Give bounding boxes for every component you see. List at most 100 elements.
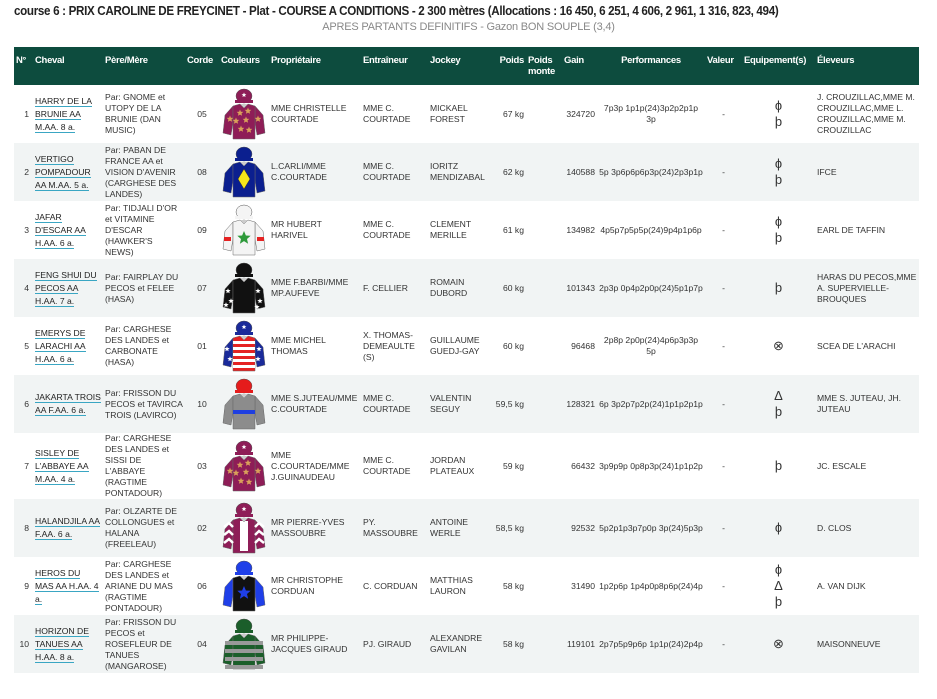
runner-number: 5 xyxy=(24,340,29,351)
horse-link[interactable]: EMERYS DE LARACHI AA H.AA. 6 a. xyxy=(35,327,86,365)
jockey-silks-image xyxy=(221,617,267,671)
column-header-gain[interactable]: Gain xyxy=(564,55,584,66)
breeders: HARAS DU PECOS,MME A. SUPERVIELLE-BROUQU… xyxy=(817,271,917,304)
horse-link[interactable]: FENG SHUI DU PECOS AA H.AA. 7 a. xyxy=(35,269,97,307)
column-header-cheval[interactable]: Cheval xyxy=(35,55,65,66)
jockey-silks-image xyxy=(221,319,267,373)
column-header-valeur[interactable]: Valeur xyxy=(707,55,734,66)
sire-dam: Par: CARGHESE DES LANDES et SISSI DE L'A… xyxy=(105,433,172,498)
silks-cell xyxy=(219,143,269,201)
weight: 58,5 kg xyxy=(495,522,524,533)
thorn-icon: þ xyxy=(774,280,783,295)
column-header-equipements[interactable]: Equipement(s) xyxy=(744,55,807,66)
rating: - xyxy=(722,580,725,591)
draw: 01 xyxy=(197,340,207,351)
horse-link[interactable]: JAFAR D'ESCAR AA H.AA. 6 a. xyxy=(35,211,86,249)
owner: MME MICHEL THOMAS xyxy=(271,335,326,356)
sire-dam: Par: FRISSON DU PECOS et TAVIRCA TROIS (… xyxy=(105,387,183,420)
table-row: 8 HALANDJILA AA F.AA. 6 a. Par: OLZARTE … xyxy=(14,499,919,557)
jockey-silks-image xyxy=(221,203,267,257)
runner-number: 9 xyxy=(24,580,29,591)
weight: 58 kg xyxy=(502,580,524,591)
horse-link[interactable]: VERTIGO POMPADOUR AA M.AA. 5 a. xyxy=(35,153,91,191)
horse-link[interactable]: HARRY DE LA BRUNIE AA M.AA. 8 a. xyxy=(35,95,92,133)
horse-link[interactable]: HEROS DU MAS AA H.AA. 4 a. xyxy=(35,567,99,605)
column-header-poids[interactable]: Poids xyxy=(499,55,525,66)
owner: MR CHRISTOPHE CORDUAN xyxy=(271,575,343,596)
weight-carried xyxy=(526,143,562,201)
breeders: A. VAN DIJK xyxy=(817,580,866,591)
performances: 7p3p 1p1p(24)3p2p2p1p 3p xyxy=(603,103,699,124)
rating: - xyxy=(722,460,725,471)
equipment: ⊗ xyxy=(742,317,815,375)
weight: 59 kg xyxy=(502,460,524,471)
horse-link[interactable]: JAKARTA TROIS AA F.AA. 6 a. xyxy=(35,392,101,416)
draw: 07 xyxy=(197,282,207,293)
circled-x-icon: ⊗ xyxy=(773,636,784,651)
performances: 2p8p 2p0p(24)4p6p3p3p 5p xyxy=(603,335,699,356)
weight-carried xyxy=(526,375,562,433)
owner: MR PIERRE-YVES MASSOUBRE xyxy=(271,517,345,538)
column-header-jockey[interactable]: Jockey xyxy=(430,55,461,66)
silks-cell xyxy=(219,557,269,615)
jockey: ANTOINE WERLE xyxy=(430,517,469,538)
column-header-pere-mere[interactable]: Père/Mère xyxy=(105,55,148,66)
jockey-silks-image xyxy=(221,377,267,431)
table-row: 10 HORIZON DE TANUES AA H.AA. 8 a. Par: … xyxy=(14,615,919,673)
earnings: 66432 xyxy=(571,460,595,471)
table-body: 1 HARRY DE LA BRUNIE AA M.AA. 8 a. Par: … xyxy=(14,85,919,673)
breeders: MAISONNEUVE xyxy=(817,638,881,649)
horse-name-cell: EMERYS DE LARACHI AA H.AA. 6 a. xyxy=(33,317,103,375)
horse-link[interactable]: HORIZON DE TANUES AA H.AA. 8 a. xyxy=(35,625,89,663)
sire-dam: Par: GNOME et UTOPY DE LA BRUNIE (DAN MU… xyxy=(105,92,166,135)
owner: MME CHRISTELLE COURTADE xyxy=(271,103,347,124)
table-row: 2 VERTIGO POMPADOUR AA M.AA. 5 a. Par: P… xyxy=(14,143,919,201)
table-row: 4 FENG SHUI DU PECOS AA H.AA. 7 a. Par: … xyxy=(14,259,919,317)
column-header-entraineur[interactable]: Entraîneur xyxy=(363,55,408,66)
column-header-performances[interactable]: Performances xyxy=(621,55,681,66)
horse-link[interactable]: SISLEY DE L'ABBAYE AA M.AA. 4 a. xyxy=(35,447,89,485)
jockey-silks-image xyxy=(221,87,267,141)
performances: 2p7p5p9p6p 1p1p(24)2p4p xyxy=(599,638,703,649)
draw: 02 xyxy=(197,522,207,533)
breeders: JC. ESCALE xyxy=(817,460,867,471)
column-header-no[interactable]: N° xyxy=(16,55,27,66)
horse-name-cell: HALANDJILA AA F.AA. 6 a. xyxy=(33,499,103,557)
jockey: CLEMENT MERILLE xyxy=(430,219,471,240)
silks-cell xyxy=(219,85,269,143)
jockey-silks-image xyxy=(221,559,267,613)
rating: - xyxy=(722,398,725,409)
owner: MME S.JUTEAU/MME C.COURTADE xyxy=(271,393,358,414)
horse-link[interactable]: HALANDJILA AA F.AA. 6 a. xyxy=(35,516,100,540)
phi-icon: ɸ xyxy=(774,98,783,113)
performances: 2p3p 0p4p2p0p(24)5p1p7p xyxy=(599,282,703,293)
phi-icon: ɸ xyxy=(774,562,783,577)
equipment: ⊗ xyxy=(742,615,815,673)
thorn-icon: þ xyxy=(774,230,783,245)
thorn-icon: þ xyxy=(774,594,783,609)
column-header-poids-monte[interactable]: Poids monte xyxy=(528,55,556,77)
column-header-couleurs[interactable]: Couleurs xyxy=(221,55,260,66)
phi-icon: ɸ xyxy=(774,214,783,229)
breeders: SCEA DE L'ARACHI xyxy=(817,340,896,351)
runner-number: 10 xyxy=(19,638,29,649)
equipment: þ xyxy=(742,433,815,499)
column-header-proprietaire[interactable]: Propriétaire xyxy=(271,55,321,66)
horse-name-cell: SISLEY DE L'ABBAYE AA M.AA. 4 a. xyxy=(33,433,103,499)
trainer: MME C. COURTADE xyxy=(363,393,411,414)
column-header-eleveurs[interactable]: Éleveurs xyxy=(817,55,855,66)
jockey: ALEXANDRE GAVILAN xyxy=(430,633,483,654)
race-subtitle: APRES PARTANTS DEFINITIFS - Gazon BON SO… xyxy=(322,21,615,33)
silks-cell xyxy=(219,201,269,259)
weight-carried xyxy=(526,317,562,375)
phi-icon: ɸ xyxy=(774,156,783,171)
horse-name-cell: HORIZON DE TANUES AA H.AA. 8 a. xyxy=(33,615,103,673)
column-header-corde[interactable]: Corde xyxy=(187,55,213,66)
phi-icon: ɸ xyxy=(774,520,783,535)
jockey: IORITZ MENDIZABAL xyxy=(430,161,485,182)
trainer: MME C. COURTADE xyxy=(363,103,411,124)
jockey: JORDAN PLATEAUX xyxy=(430,455,475,476)
